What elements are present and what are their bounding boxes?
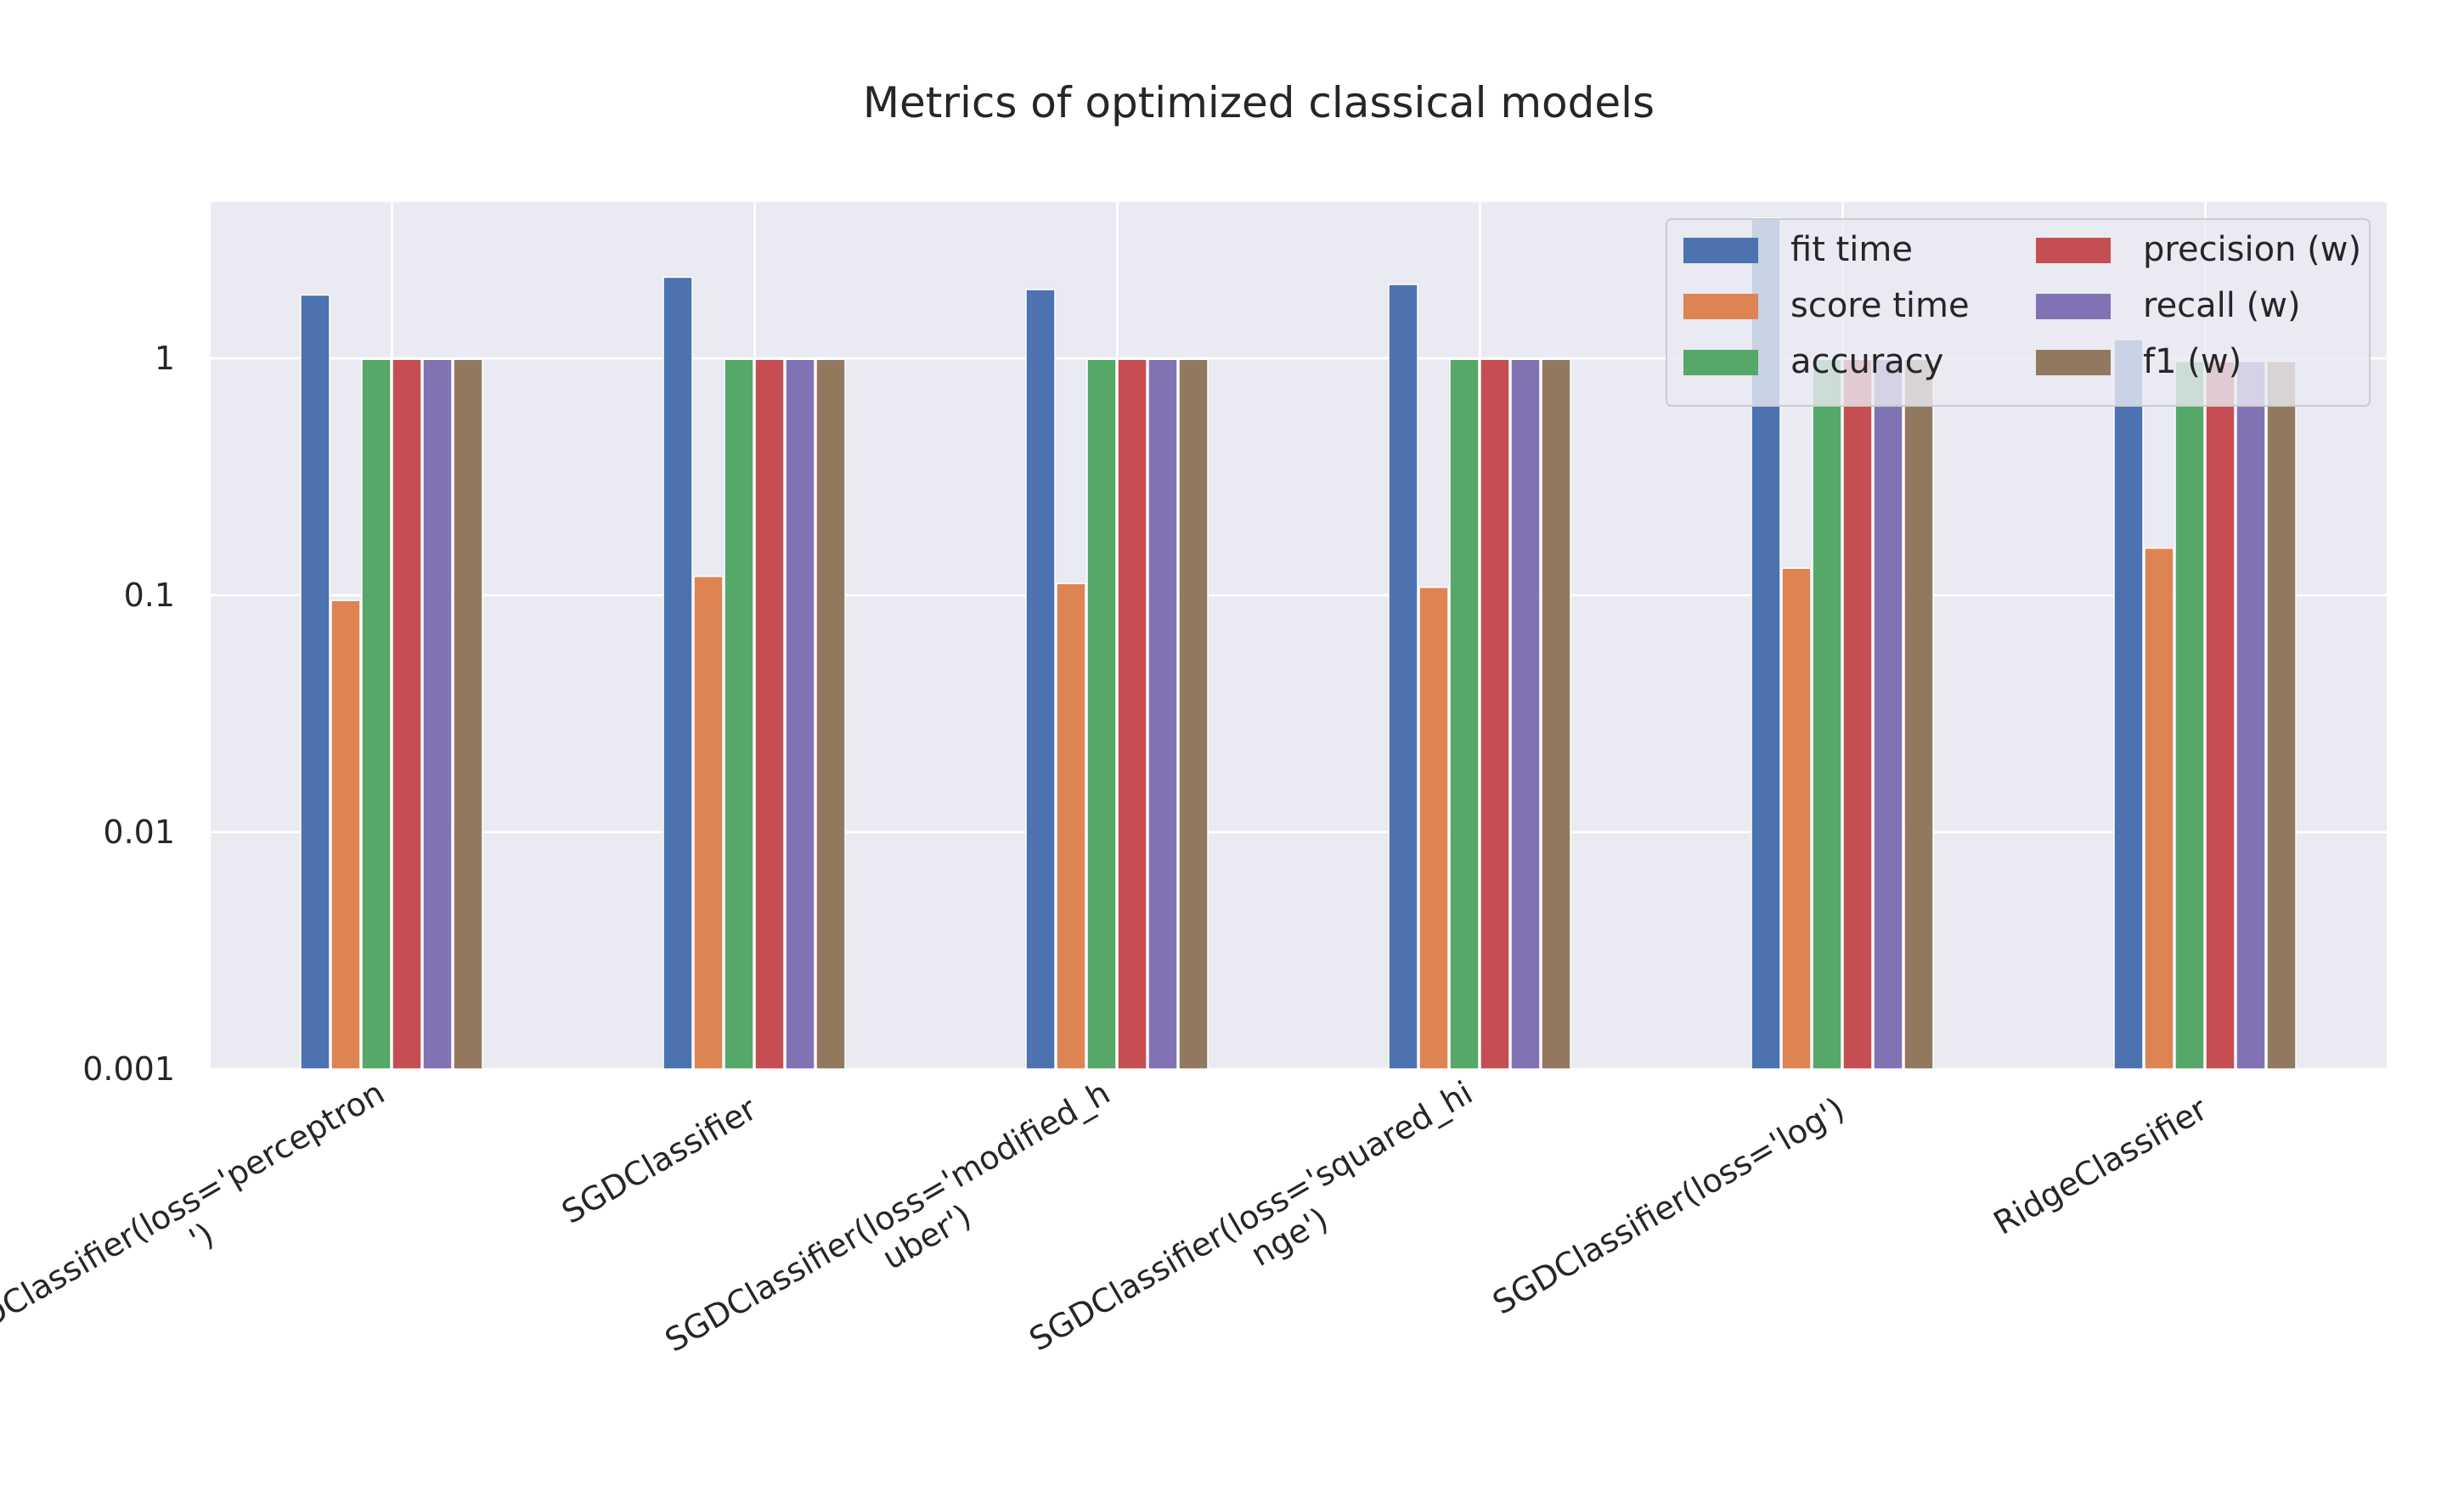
y-tick-label: 0.001 [82, 1050, 175, 1088]
y-axis: 0.001 0.01 0.1 1 [82, 340, 175, 1088]
x-tick-label: SGDClassifier(loss='perceptron [0, 1074, 391, 1359]
bar [1117, 358, 1147, 1070]
x-tick-label-group: SGDClassifier [555, 1090, 763, 1231]
y-tick-label: 1 [155, 340, 175, 377]
bar [2144, 547, 2174, 1070]
legend-label: f1 (w) [2143, 342, 2241, 381]
legend-swatch [1683, 350, 1758, 375]
bar [815, 358, 846, 1070]
bar [2236, 360, 2266, 1070]
legend: fit time score time accuracy precision (w) r… [1666, 218, 2371, 407]
bar [300, 294, 330, 1070]
bar [2174, 360, 2205, 1070]
bar [1178, 358, 1209, 1070]
bar [1056, 582, 1086, 1070]
bar [1086, 358, 1117, 1070]
bar [785, 358, 815, 1070]
bar [1449, 358, 1480, 1070]
x-tick-label: RidgeClassifier [1988, 1090, 2214, 1242]
bar [453, 358, 483, 1070]
legend-label: recall (w) [2143, 286, 2301, 325]
legend-label: score time [1790, 286, 1970, 325]
bar [2113, 339, 2144, 1070]
bar [754, 358, 785, 1070]
chart-title: Metrics of optimized classical models [863, 78, 1655, 127]
x-tick-label: SGDClassifier(loss='log') [1486, 1090, 1851, 1322]
bar [1781, 567, 1812, 1070]
bar [1147, 358, 1178, 1070]
bar [1541, 358, 1571, 1070]
bar [1510, 358, 1541, 1070]
bar [2205, 360, 2236, 1070]
x-tick-label-group: RidgeClassifier [1988, 1090, 2214, 1242]
legend-swatch [1683, 238, 1758, 263]
bar [663, 276, 693, 1070]
bar [1388, 284, 1418, 1070]
legend-swatch [2036, 294, 2111, 319]
legend-swatch [1683, 294, 1758, 319]
legend-swatch [2036, 350, 2111, 375]
x-tick-label-group: SGDClassifier(loss='log') [1486, 1090, 1851, 1322]
bar [1812, 358, 1842, 1070]
bar [724, 358, 754, 1070]
bar [1903, 358, 1934, 1070]
y-tick-label: 0.1 [124, 577, 175, 614]
y-tick-label: 0.01 [103, 813, 175, 851]
legend-swatch [2036, 238, 2111, 263]
bar [392, 358, 422, 1070]
bar [1480, 358, 1510, 1070]
bar [1418, 586, 1449, 1070]
bar [1873, 358, 1903, 1070]
bar [330, 599, 361, 1070]
bar [361, 358, 392, 1070]
legend-label: precision (w) [2143, 230, 2361, 269]
x-tick-label: SGDClassifier [555, 1090, 763, 1231]
x-axis: SGDClassifier(loss='perceptron')SGDClass… [0, 1074, 2214, 1359]
legend-label: fit time [1790, 230, 1913, 269]
bar [693, 576, 724, 1070]
legend-label: accuracy [1790, 342, 1943, 381]
bar [1842, 358, 1873, 1070]
bar [1025, 289, 1056, 1070]
x-tick-label-group: SGDClassifier(loss='perceptron') [0, 1074, 391, 1359]
legend-box [1666, 218, 2371, 407]
bar [2266, 360, 2297, 1070]
bars [300, 217, 2297, 1070]
bar [422, 358, 453, 1070]
